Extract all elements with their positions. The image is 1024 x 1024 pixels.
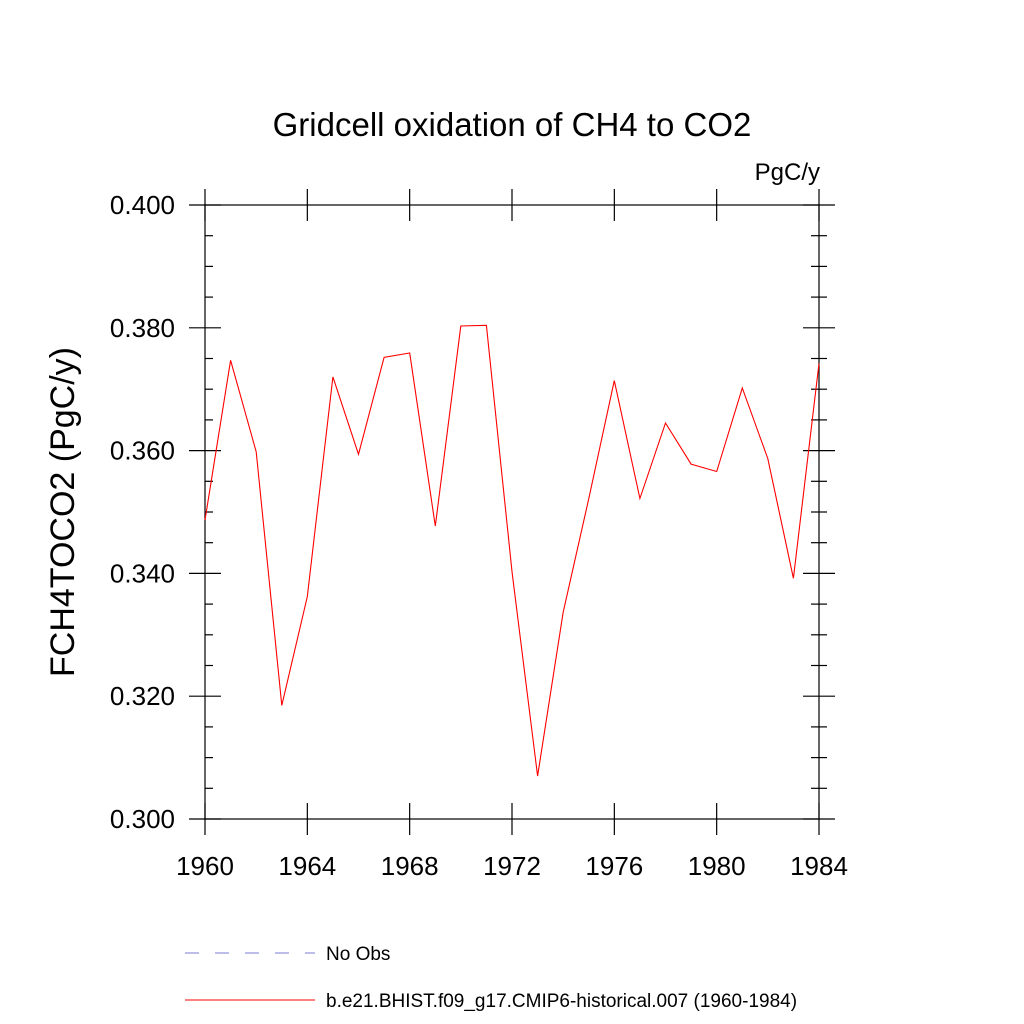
x-tick-label: 1960: [176, 851, 234, 881]
x-tick-label: 1980: [688, 851, 746, 881]
y-tick-label: 0.340: [110, 558, 175, 588]
plot-frame: [204, 204, 820, 820]
y-tick-label: 0.360: [110, 436, 175, 466]
x-tick-label: 1976: [585, 851, 643, 881]
legend: No Obs b.e21.BHIST.f09_g17.CMIP6-historic…: [185, 944, 797, 1012]
units-label: PgC/y: [755, 159, 820, 186]
y-tick-label: 0.380: [110, 313, 175, 343]
y-tick-label: 0.400: [110, 190, 175, 220]
axis-ticks: 1960 1964 1968 1972 1976 1980 1984 0.300 0.320 0.…: [110, 189, 848, 881]
series-layer: [204, 324, 820, 777]
chart-title: Gridcell oxidation of CH4 to CO2: [273, 106, 752, 143]
x-tick-label: 1964: [278, 851, 336, 881]
series-line: [204, 324, 820, 777]
x-tick-label: 1968: [381, 851, 439, 881]
y-tick-label: 0.300: [110, 804, 175, 834]
x-tick-label: 1972: [483, 851, 541, 881]
y-axis-label: FCH4TOCO2 (PgC/y): [44, 347, 82, 677]
y-tick-label: 0.320: [110, 681, 175, 711]
legend-label: No Obs: [326, 944, 390, 965]
x-tick-label: 1984: [790, 851, 848, 881]
legend-label: b.e21.BHIST.f09_g17.CMIP6-historical.007…: [326, 991, 797, 1012]
